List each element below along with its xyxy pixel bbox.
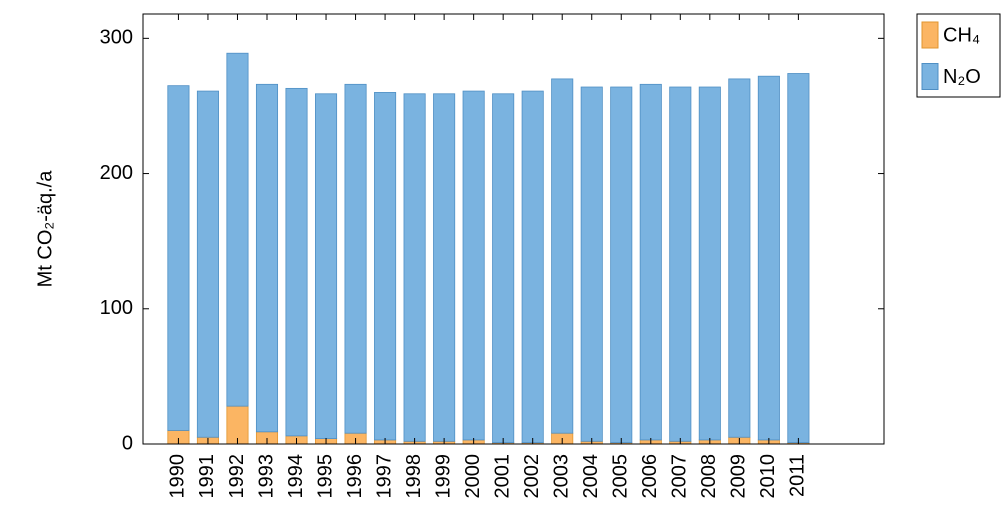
bar-segment [433, 93, 456, 442]
x-tick-label: 2002 [521, 454, 543, 499]
legend-swatch [921, 21, 939, 49]
y-tick-label: 100 [100, 297, 133, 319]
legend-box [916, 13, 1001, 98]
bar-segment [669, 86, 692, 442]
bar-segment [226, 52, 249, 407]
bar-segment [580, 86, 603, 442]
x-tick-label: 2011 [787, 454, 809, 497]
bar-segment [551, 78, 574, 434]
bar-segment [698, 86, 721, 441]
bar-segment [610, 86, 633, 444]
bar-segment [462, 90, 485, 441]
y-tick-label: 0 [122, 432, 133, 454]
x-tick-label: 2005 [610, 454, 632, 499]
x-tick-label: 1995 [314, 454, 336, 499]
bar-segment [285, 87, 308, 437]
bar-segment [315, 93, 338, 439]
bar-segment [374, 92, 397, 441]
x-tick-label: 2003 [550, 454, 572, 499]
x-tick-label: 1994 [285, 454, 307, 499]
bar-segment [492, 93, 515, 444]
x-tick-label: 1999 [432, 454, 454, 499]
x-tick-label: 2001 [491, 454, 513, 499]
y-tick-label: 300 [100, 27, 133, 49]
bar-segment [255, 83, 279, 433]
x-tick-label: 1998 [403, 454, 425, 499]
x-tick-label: 1992 [226, 454, 248, 499]
bar-segment [639, 83, 662, 441]
bar-segment [521, 90, 544, 444]
bar-segment [167, 85, 190, 431]
bar-segment [757, 75, 780, 441]
x-tick-label: 1997 [373, 454, 395, 499]
legend-label: N₂O [943, 66, 981, 88]
x-tick-label: 2010 [757, 454, 779, 499]
x-tick-label: 1993 [255, 454, 277, 499]
legend-swatch [921, 63, 939, 90]
bar-segment [728, 78, 751, 438]
bar-segment [787, 73, 810, 444]
bar-segment [196, 90, 219, 438]
bar-segment [344, 83, 367, 434]
y-axis-label: Mt CO₂-äq./a [34, 170, 56, 288]
x-tick-label: 2007 [669, 454, 691, 499]
x-tick-label: 1996 [344, 454, 366, 499]
x-tick-label: 2000 [462, 454, 484, 499]
x-tick-label: 1991 [196, 454, 218, 499]
x-tick-label: 2008 [698, 454, 720, 499]
legend-label: CH₄ [943, 24, 980, 46]
x-tick-label: 2009 [728, 454, 750, 499]
y-tick-label: 200 [100, 162, 133, 184]
x-tick-label: 1990 [167, 454, 189, 499]
bar-segment [403, 93, 426, 442]
x-tick-label: 2004 [580, 454, 602, 499]
plot-frame [142, 13, 885, 445]
x-tick-label: 2006 [639, 454, 661, 499]
